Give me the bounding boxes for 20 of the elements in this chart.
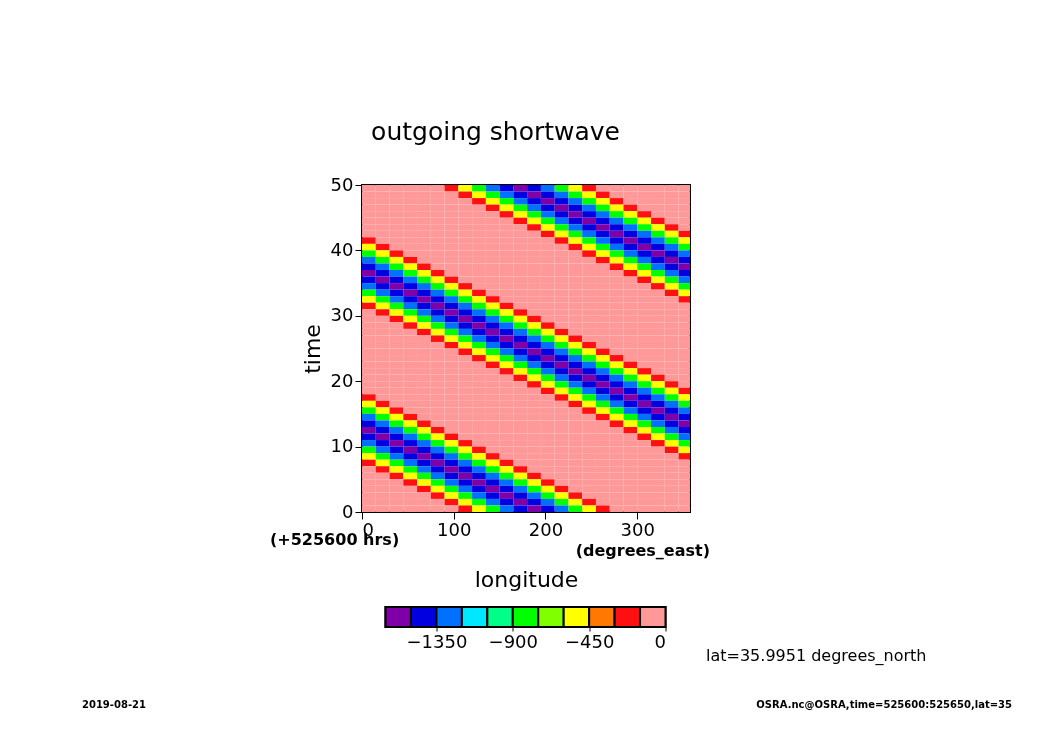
y-tick-label: 10: [330, 435, 354, 457]
color-bar-label: 0: [654, 630, 666, 652]
x-tick-label: 300: [620, 518, 655, 540]
y-tick-label: 30: [330, 304, 354, 326]
text: OSRA.nc@OSRA,time=525600:525650,lat=35: [756, 699, 1012, 710]
color-bar-label: −1350: [406, 630, 468, 652]
text: 2019-08-21: [82, 699, 146, 710]
y-tick-label: 20: [330, 369, 354, 391]
x-axis-title: longitude: [474, 566, 579, 592]
x-tick-label: 100: [437, 518, 472, 540]
text: (degrees_east): [575, 541, 710, 560]
y-axis-title: time: [299, 324, 325, 374]
x-tick-label: 200: [528, 518, 564, 540]
chart-title: outgoing shortwave: [371, 117, 620, 146]
color-bar-label: −900: [488, 630, 538, 652]
y-tick-label: 40: [330, 238, 354, 260]
y-tick-label: 50: [330, 173, 354, 195]
y-tick-label: 0: [342, 500, 354, 522]
color-bar-label: −450: [564, 630, 615, 652]
text: lat=35.9951 degrees_north: [706, 646, 927, 665]
